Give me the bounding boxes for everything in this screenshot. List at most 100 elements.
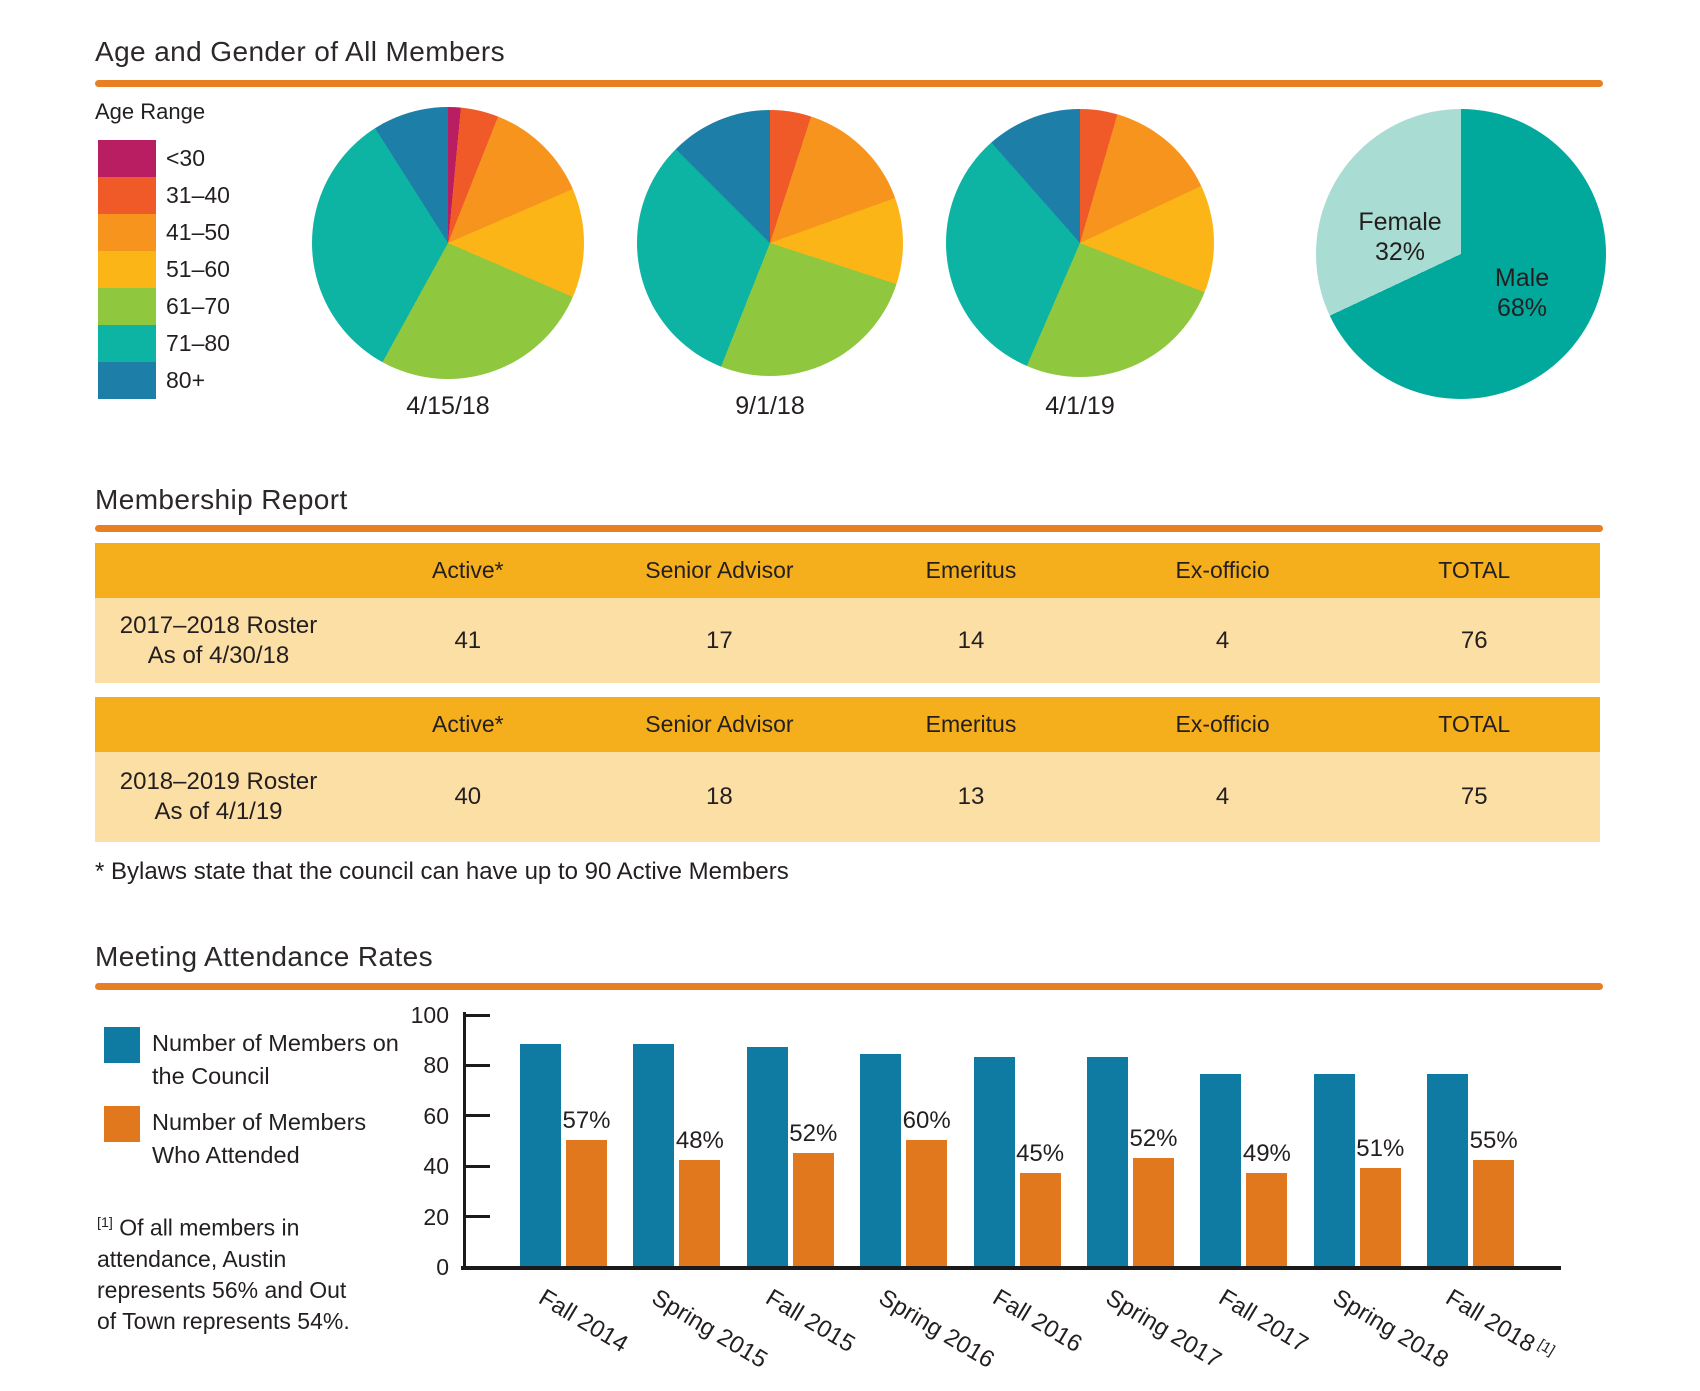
y-axis-tick-mark bbox=[463, 1215, 490, 1219]
age-legend-row: 80+ bbox=[98, 362, 230, 399]
x-axis-category-label: Spring 2018 bbox=[1327, 1284, 1453, 1374]
age-legend-label: 31–40 bbox=[166, 182, 230, 208]
age-legend-label: 61–70 bbox=[166, 293, 230, 319]
legend-council: Number of Members on the Council bbox=[104, 1027, 399, 1093]
attendance-footnote: [1] Of all members in attendance, Austin… bbox=[97, 1208, 359, 1337]
x-axis-category-label: Spring 2016 bbox=[874, 1284, 1000, 1374]
council-legend-line2: the Council bbox=[152, 1063, 270, 1089]
attendance-pct-label: 60% bbox=[902, 1107, 951, 1134]
pie-date-label-2: 9/1/18 bbox=[735, 392, 805, 420]
age-gender-divider-rule bbox=[95, 80, 1603, 87]
attendance-pct-label: 52% bbox=[789, 1119, 838, 1147]
age-legend-swatch bbox=[98, 288, 156, 325]
council-color-swatch bbox=[104, 1027, 140, 1063]
attended-color-swatch bbox=[104, 1106, 140, 1142]
age-legend-label: 51–60 bbox=[166, 256, 230, 282]
x-axis-label-footnote-marker: [1] bbox=[1531, 1334, 1558, 1360]
membership-value-cell: 4 bbox=[1215, 783, 1230, 810]
membership-table-row: 2017–2018 Roster As of 4/30/18 41 17 14 4 76 bbox=[95, 598, 1600, 683]
membership-header-spacer-cell bbox=[95, 543, 342, 598]
council-bar bbox=[746, 1046, 788, 1266]
membership-column-header: Emeritus bbox=[925, 557, 1017, 583]
membership-column-header: TOTAL bbox=[1438, 711, 1511, 737]
male-slice-label: Male 68% bbox=[1442, 263, 1602, 323]
y-axis-tick-mark bbox=[463, 1063, 490, 1067]
y-axis-tick-label: 100 bbox=[410, 1002, 449, 1028]
pie-date-label-3: 4/1/19 bbox=[1045, 392, 1115, 420]
age-legend-row: 41–50 bbox=[98, 214, 230, 251]
council-bar bbox=[1087, 1056, 1128, 1266]
membership-table-header: Active* Senior Advisor Emeritus Ex-officio T… bbox=[95, 697, 1600, 752]
x-axis-category-label: Fall 2014 bbox=[534, 1284, 633, 1358]
membership-row-label-lines: 2018–2019 Roster As of 4/1/19 bbox=[120, 767, 317, 827]
membership-row-label: 2018–2019 Roster As of 4/1/19 bbox=[95, 752, 342, 842]
attendance-title: Meeting Attendance Rates bbox=[95, 941, 434, 972]
membership-row-label: 2017–2018 Roster As of 4/30/18 bbox=[95, 598, 342, 683]
age-legend-label: 71–80 bbox=[166, 330, 230, 356]
y-axis-tick-label: 20 bbox=[423, 1203, 449, 1230]
membership-column-header: Ex-officio bbox=[1175, 557, 1270, 583]
membership-table-row: 2018–2019 Roster As of 4/1/19 40 18 13 4 75 bbox=[95, 752, 1600, 842]
age-legend-swatch bbox=[98, 140, 156, 177]
attended-bar bbox=[1473, 1160, 1515, 1266]
membership-row-label-line: As of 4/30/18 bbox=[147, 641, 290, 669]
membership-row-label-line: 2018–2019 Roster bbox=[119, 768, 318, 795]
age-pie-4-1-19 bbox=[946, 109, 1214, 377]
attended-bar bbox=[792, 1152, 834, 1266]
membership-column-header: Active* bbox=[432, 711, 504, 737]
council-bar bbox=[520, 1044, 561, 1266]
attendance-pct-label: 45% bbox=[1016, 1139, 1065, 1167]
x-axis-category-label: Spring 2015 bbox=[647, 1284, 773, 1374]
membership-value-cell: 4 bbox=[1215, 626, 1230, 654]
pie-date-label-1: 4/15/18 bbox=[406, 392, 490, 420]
age-legend-swatch bbox=[98, 251, 156, 288]
council-legend-line1: Number of Members on bbox=[152, 1030, 399, 1056]
y-axis-tick-label: 60 bbox=[423, 1102, 449, 1129]
x-axis-category-label: Fall 2015 bbox=[760, 1284, 860, 1358]
age-legend-row: <30 bbox=[98, 140, 230, 177]
membership-value-cell: 18 bbox=[706, 783, 733, 810]
membership-footnote: * Bylaws state that the council can have… bbox=[95, 858, 789, 885]
legend-attended: Number of Members Who Attended bbox=[104, 1106, 366, 1172]
x-axis-line bbox=[461, 1266, 1561, 1270]
membership-value-cell: 14 bbox=[957, 626, 985, 654]
y-axis-tick-label: 80 bbox=[423, 1052, 449, 1079]
attendance-pct-label: 57% bbox=[562, 1107, 611, 1134]
membership-row-label-line: 2017–2018 Roster bbox=[119, 611, 318, 639]
membership-value-cell: 41 bbox=[454, 626, 482, 654]
age-legend-swatch bbox=[98, 177, 156, 214]
council-bar bbox=[633, 1044, 675, 1266]
y-axis-tick-mark bbox=[463, 1164, 490, 1168]
membership-column-header: Senior Advisor bbox=[645, 711, 794, 737]
membership-row-label-line: As of 4/1/19 bbox=[154, 798, 283, 825]
y-axis-tick-mark bbox=[463, 1114, 490, 1118]
membership-column-header: Emeritus bbox=[925, 711, 1017, 737]
attended-bar bbox=[906, 1140, 948, 1266]
female-label-text: Female bbox=[1358, 208, 1442, 236]
age-range-legend: <30 31–40 41–50 51–60 61–70 71–80 80+ bbox=[98, 140, 230, 399]
membership-value-cell: 13 bbox=[957, 783, 985, 810]
attendance-pct-label: 51% bbox=[1356, 1134, 1405, 1162]
council-bar bbox=[1313, 1074, 1355, 1266]
x-axis-category-label: Fall 2018 [1] bbox=[1441, 1284, 1558, 1360]
age-legend-row: 61–70 bbox=[98, 288, 230, 325]
membership-value-cell: 40 bbox=[454, 783, 482, 810]
membership-column-header: Senior Advisor bbox=[645, 557, 794, 583]
attendance-pct-label: 55% bbox=[1469, 1127, 1518, 1155]
male-pct-text: 68% bbox=[1496, 294, 1548, 322]
age-pie-9-1-18 bbox=[637, 110, 903, 376]
x-axis-category-label: Fall 2016 bbox=[987, 1284, 1087, 1358]
attended-legend-text: Number of Members Who Attended bbox=[152, 1106, 366, 1172]
membership-column-header: TOTAL bbox=[1438, 557, 1511, 583]
membership-row-label-lines: 2017–2018 Roster As of 4/30/18 bbox=[120, 611, 317, 671]
attended-bar bbox=[566, 1140, 607, 1266]
attendance-divider-rule bbox=[95, 983, 1603, 990]
attended-legend-line2: Who Attended bbox=[152, 1142, 300, 1168]
age-legend-swatch bbox=[98, 325, 156, 362]
age-legend-row: 31–40 bbox=[98, 177, 230, 214]
membership-column-header: Active* bbox=[432, 557, 504, 583]
male-label-text: Male bbox=[1494, 264, 1550, 292]
x-axis-category-label: Spring 2017 bbox=[1101, 1284, 1226, 1374]
attended-legend-line1: Number of Members bbox=[152, 1109, 367, 1135]
age-gender-title: Age and Gender of All Members bbox=[95, 36, 506, 67]
